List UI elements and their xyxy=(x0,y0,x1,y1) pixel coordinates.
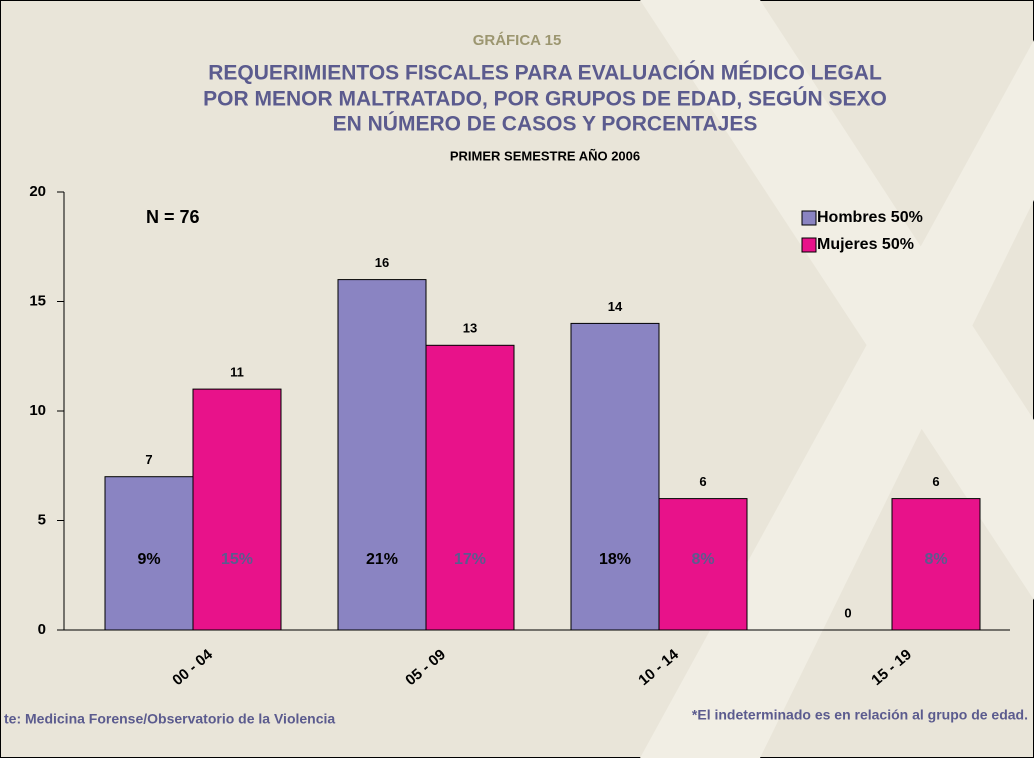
subtitle: EN NÚMERO DE CASOS Y PORCENTAJES xyxy=(333,112,758,136)
percent-label: 8% xyxy=(924,551,947,568)
decoration xyxy=(640,0,1034,600)
value-label: 0 xyxy=(844,605,851,620)
percent-label: 9% xyxy=(137,551,160,568)
note: *El indeterminado es en relación al grup… xyxy=(692,707,1028,723)
percent-label: 8% xyxy=(691,551,714,568)
percent-label: 18% xyxy=(599,551,631,568)
bar xyxy=(570,322,660,631)
y-tick-label: 15 xyxy=(29,292,46,309)
source: te: Medicina Forense/Observatorio de la … xyxy=(4,711,335,727)
y-tick-label: 0 xyxy=(38,621,46,638)
bar xyxy=(658,498,748,631)
value-label: 14 xyxy=(608,299,623,314)
bar xyxy=(891,498,981,631)
legend-label: Mujeres 50% xyxy=(817,236,914,253)
bar xyxy=(192,388,282,631)
period: PRIMER SEMESTRE AÑO 2006 xyxy=(450,148,640,163)
bar xyxy=(337,279,427,631)
bar xyxy=(104,476,194,631)
y-tick-label: 20 xyxy=(29,183,46,200)
percent-label: 21% xyxy=(366,551,398,568)
legend-swatch xyxy=(801,237,817,253)
value-label: 7 xyxy=(145,452,152,467)
value-label: 11 xyxy=(230,365,244,380)
chart-title: GRÁFICA 15 xyxy=(473,32,562,49)
subtitle: REQUERIMIENTOS FISCALES PARA EVALUACIÓN … xyxy=(208,61,882,85)
subtitle: POR MENOR MALTRATADO, POR GRUPOS DE EDAD… xyxy=(203,87,887,111)
annotation: N = 76 xyxy=(146,207,200,227)
value-label: 13 xyxy=(463,321,477,336)
y-tick-label: 5 xyxy=(38,511,46,528)
value-label: 16 xyxy=(375,255,389,270)
legend-label: Hombres 50% xyxy=(817,209,923,226)
percent-label: 17% xyxy=(454,551,486,568)
bar xyxy=(425,344,515,631)
value-label: 6 xyxy=(932,474,939,489)
legend-swatch xyxy=(801,210,817,226)
value-label: 6 xyxy=(699,474,706,489)
y-tick-label: 10 xyxy=(29,402,46,419)
percent-label: 15% xyxy=(221,551,253,568)
